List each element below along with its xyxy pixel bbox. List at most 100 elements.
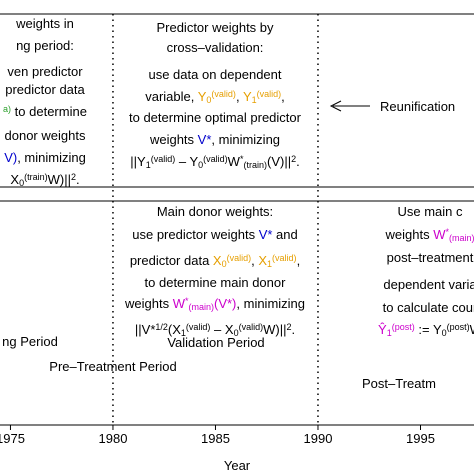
text-line: to determine main donor — [145, 275, 287, 290]
text-segment: to calculate cour — [383, 300, 474, 315]
text-segment: 1 — [252, 95, 257, 105]
x-axis-title: Year — [224, 458, 251, 473]
text-segment: 1 — [146, 160, 151, 170]
text-segment: (train) — [243, 160, 267, 170]
text-line: weights V*, minimizing — [149, 132, 280, 147]
text-segment: dependent varia — [383, 277, 474, 292]
text-segment: , — [236, 89, 243, 104]
text-segment: Use main c — [397, 204, 463, 219]
text-segment: predictor data — [130, 253, 213, 268]
period-label: ng Period — [2, 334, 58, 349]
text-segment: V) — [4, 150, 17, 165]
text-segment: , — [251, 253, 258, 268]
text-segment: (valid) — [227, 253, 252, 263]
x-tick-label: 1995 — [406, 431, 435, 446]
text-segment: variable, — [145, 89, 198, 104]
text-segment: (valid) — [203, 154, 228, 164]
text-segment: X — [258, 253, 267, 268]
text-segment: (post) — [392, 322, 415, 332]
text-segment: W — [433, 227, 446, 242]
text-segment: cross–validation: — [167, 40, 264, 55]
text-segment: W — [470, 322, 474, 337]
text-segment: 0 — [234, 328, 239, 338]
text-segment: – Y — [175, 154, 198, 169]
text-line: Main donor weights: — [157, 204, 273, 219]
text-segment: W)|| — [48, 172, 71, 187]
text-segment: (valid) — [211, 89, 236, 99]
text-line: ven predictor — [7, 64, 83, 79]
text-segment: to determine — [11, 104, 87, 119]
text-segment: post–treatment — [387, 250, 474, 265]
text-segment: X — [10, 172, 19, 187]
text-segment: W — [228, 154, 241, 169]
text-segment: (main) — [449, 233, 474, 243]
text-line: X0(train)W)||2. — [10, 172, 79, 188]
text-segment: donor weights — [5, 128, 86, 143]
text-line: ||V*1/2(X1(valid) – X0(valid)W)||2. — [135, 322, 295, 338]
text-segment: use predictor weights — [132, 227, 258, 242]
text-segment: 1 — [267, 259, 272, 269]
text-segment: , minimizing — [17, 150, 86, 165]
text-segment: (V*) — [214, 296, 236, 311]
text-segment: – X — [210, 322, 233, 337]
text-segment: (valid) — [151, 154, 176, 164]
text-line: ng period: — [16, 38, 74, 53]
text-segment: (post) — [447, 322, 470, 332]
text-segment: predictor data — [5, 82, 85, 97]
text-segment: W)|| — [263, 322, 286, 337]
text-segment: a) — [3, 104, 11, 114]
text-segment: 2 — [291, 154, 296, 164]
text-segment: (valid) — [272, 253, 297, 263]
text-segment: . — [291, 322, 295, 337]
text-segment: weights — [149, 132, 198, 147]
text-segment: (train) — [24, 172, 48, 182]
text-segment: 0 — [198, 160, 203, 170]
text-segment: := Y — [415, 322, 442, 337]
text-line: Use main c — [397, 204, 463, 219]
text-line: Ŷ1(post) := Y0(post)W — [378, 322, 474, 338]
text-segment: X — [213, 253, 222, 268]
text-segment: ng period: — [16, 38, 74, 53]
text-line: V), minimizing — [4, 150, 86, 165]
text-segment: ||Y — [130, 154, 146, 169]
text-line: predictor data — [5, 82, 85, 97]
text-segment: . — [76, 172, 80, 187]
middle-top: Predictor weights by cross–validation: use… — [129, 20, 302, 170]
text-segment: 0 — [442, 328, 447, 338]
x-tick-label: 1990 — [304, 431, 333, 446]
text-segment: 1 — [387, 328, 392, 338]
text-segment: * — [240, 154, 244, 164]
period-label: Post–Treatm — [362, 376, 436, 391]
middle-bottom: Main donor weights: use predictor weights… — [124, 204, 305, 338]
text-segment: ven predictor — [7, 64, 83, 79]
text-segment: , minimizing — [211, 132, 280, 147]
text-segment: W — [173, 296, 186, 311]
period-label: Pre–Treatment Period — [49, 359, 176, 374]
text-segment: * — [445, 227, 449, 237]
text-segment: (X — [168, 322, 181, 337]
period-label: Validation Period — [167, 335, 264, 350]
text-segment: . — [296, 154, 300, 169]
text-segment: V* — [259, 227, 273, 242]
text-line: to calculate cour — [383, 300, 474, 315]
text-segment: Y — [198, 89, 207, 104]
x-tick-label: 1980 — [99, 431, 128, 446]
x-tick-label: 1985 — [201, 431, 230, 446]
text-line: to determine optimal predictor — [129, 110, 302, 125]
text-segment: , minimizing — [236, 296, 305, 311]
text-segment: ||V* — [135, 322, 155, 337]
text-segment: and — [272, 227, 297, 242]
annotation: Reunification — [380, 99, 455, 114]
text-segment: to determine main donor — [145, 275, 287, 290]
text-line: variable, Y0(valid), Y1(valid), — [145, 89, 285, 105]
text-line: use predictor weights V* and — [132, 227, 298, 242]
text-segment: Ŷ — [378, 322, 387, 337]
text-segment: weights — [384, 227, 433, 242]
text-line: dependent varia — [383, 277, 474, 292]
text-segment: (V)|| — [267, 154, 291, 169]
text-segment: 0 — [206, 95, 211, 105]
text-segment: , — [297, 253, 301, 268]
text-segment: * — [185, 296, 189, 306]
text-segment: , — [281, 89, 285, 104]
